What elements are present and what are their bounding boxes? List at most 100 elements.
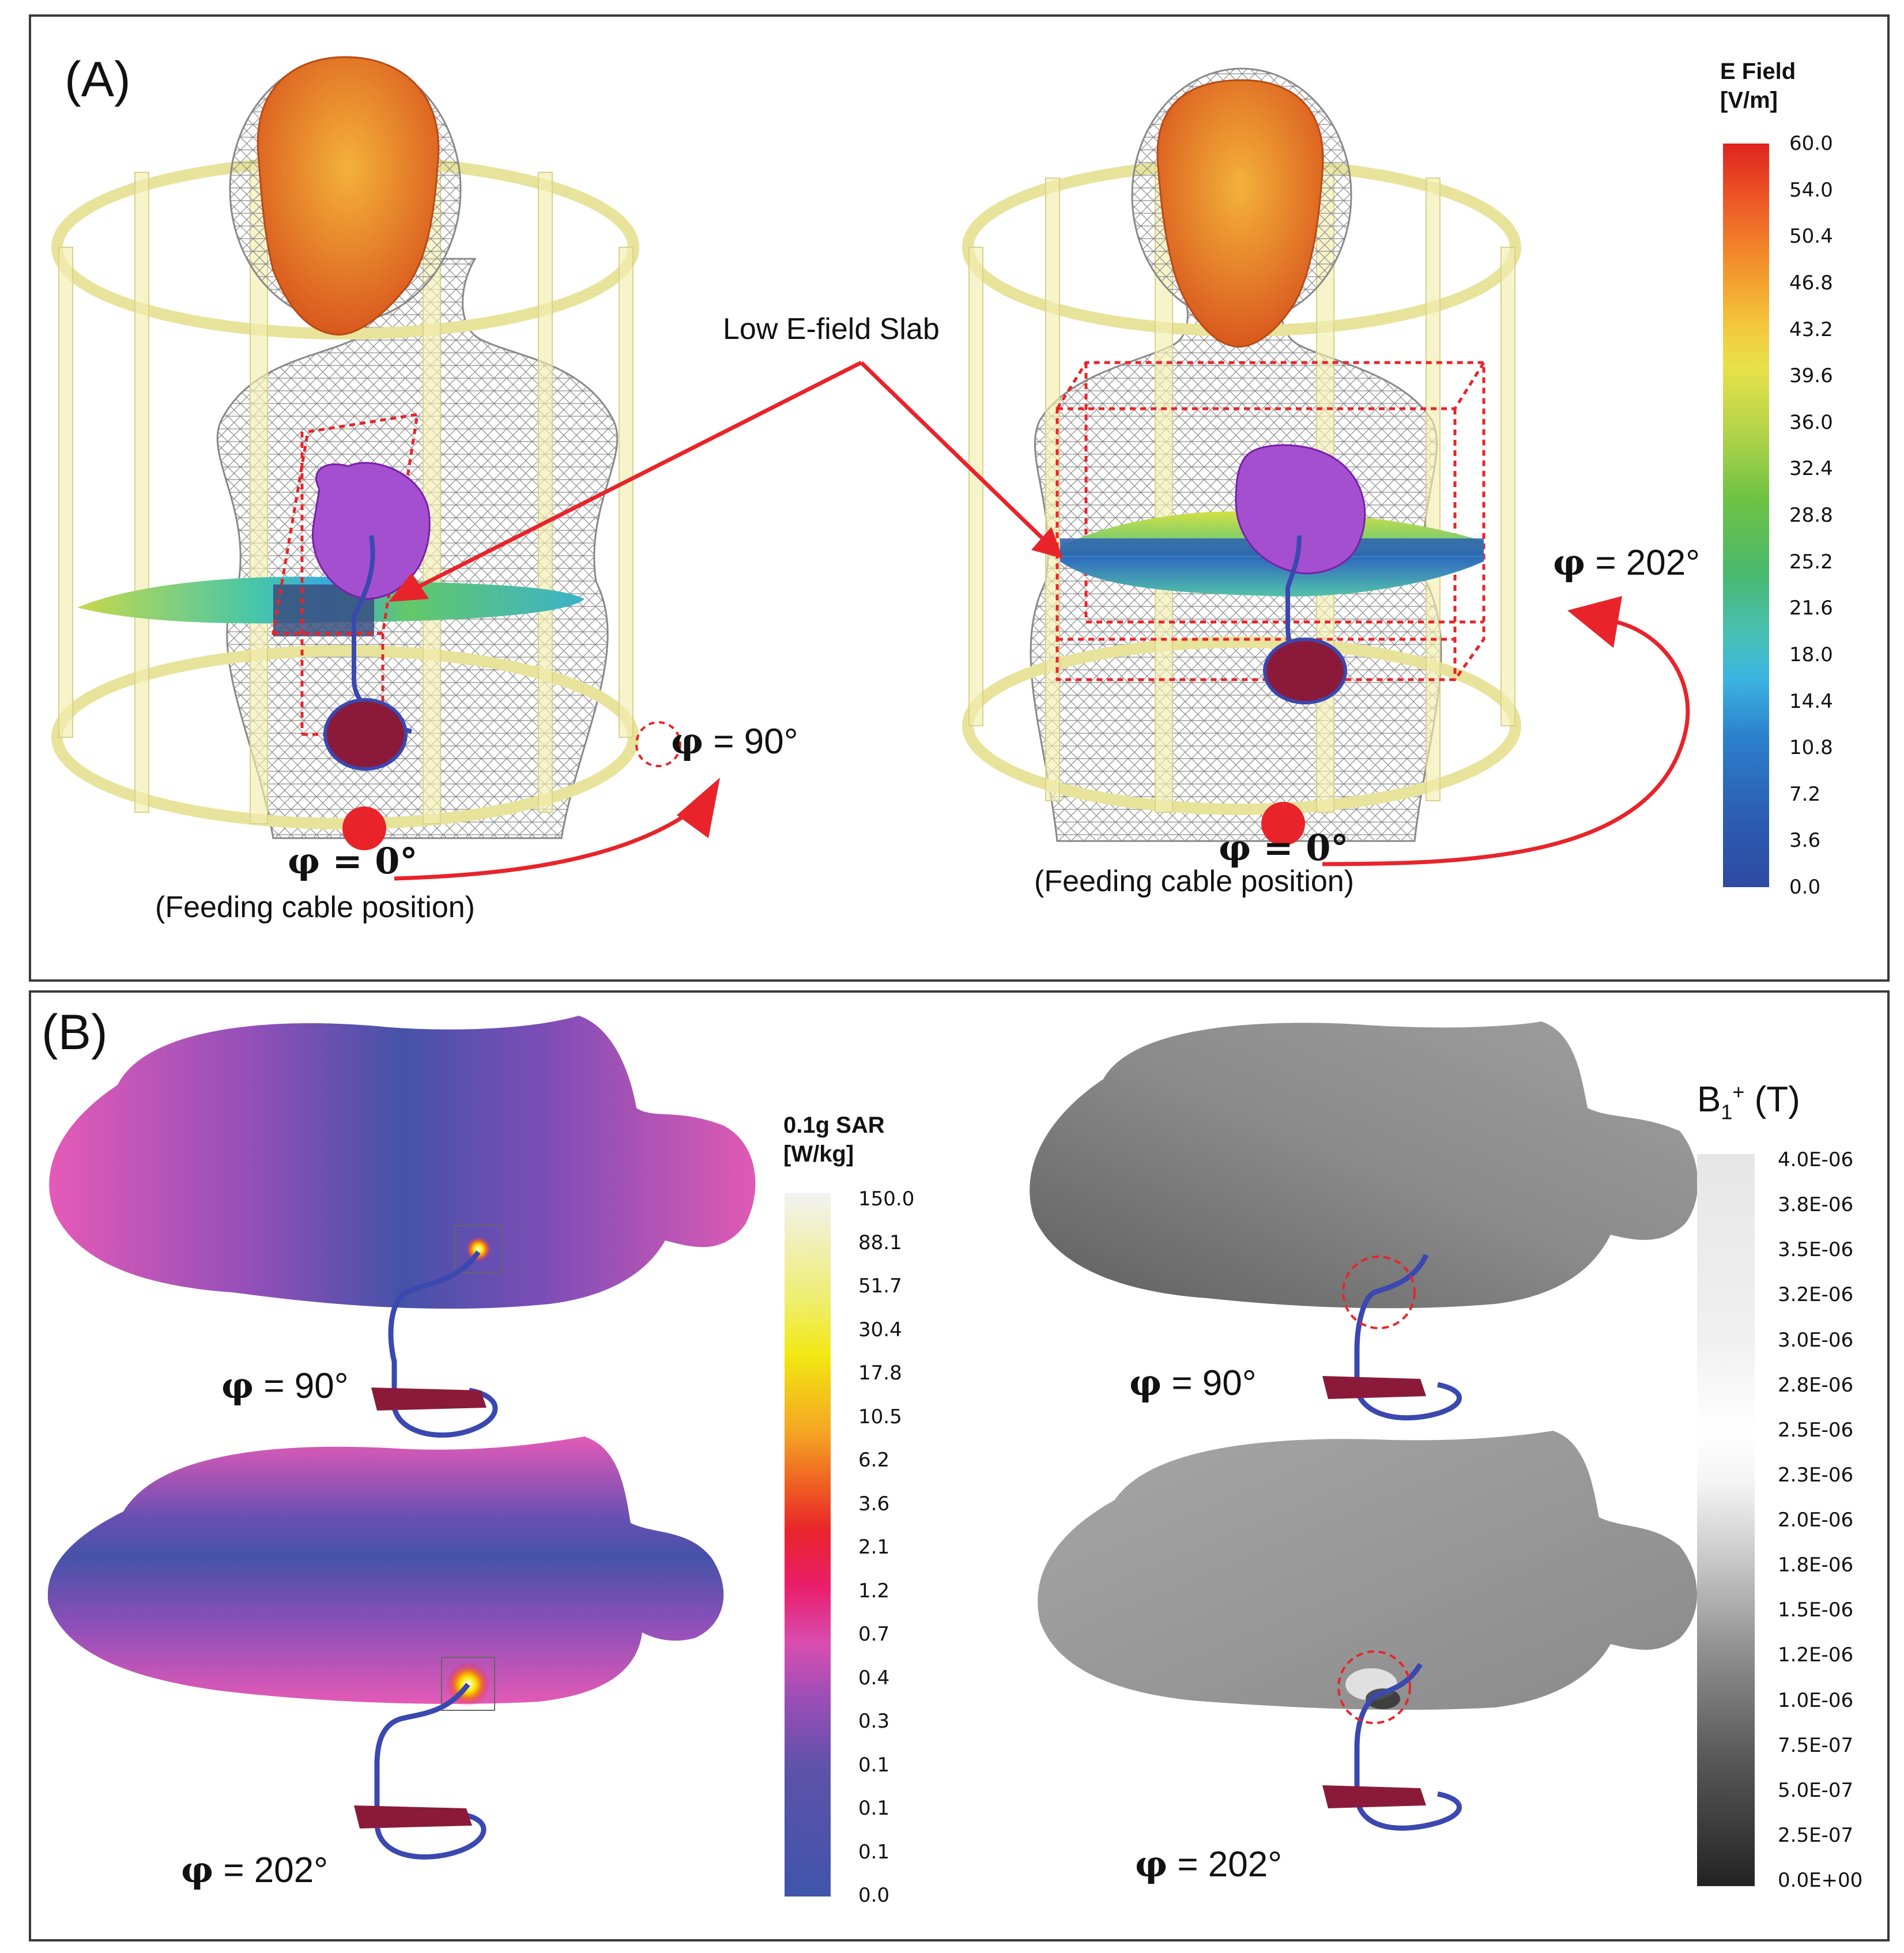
panel-b-label: (B) (42, 1005, 108, 1060)
left-phi-feed-label: φ = 0° (288, 840, 418, 882)
b1-phi-90-label: φ = 90° (1129, 1362, 1257, 1404)
colorbar-tick-label: 21.6 (1789, 597, 1833, 620)
colorbar-tick-label: 51.7 (858, 1275, 902, 1298)
left-skull (257, 56, 440, 335)
b1-target-circle-phi-202 (1337, 1650, 1411, 1724)
sar-phi-90-label: φ = 90° (221, 1364, 349, 1407)
colorbar-tick-label: 1.5E-06 (1778, 1598, 1854, 1622)
colorbar-tick-label: 10.8 (1789, 736, 1833, 760)
right-rotation-arrowhead (1567, 596, 1622, 648)
colorbar-tick-label: 2.0E-06 (1778, 1509, 1854, 1532)
colorbar-tick-label: 1.2 (858, 1579, 890, 1603)
right-feed-dot (1261, 802, 1305, 846)
right-rotation-arrow (1322, 620, 1690, 866)
callout-arrow-to-left-slab (399, 360, 862, 598)
colorbar-tick-label: 10.5 (858, 1405, 902, 1428)
efield-colorbar-title: E Field [V/m] (1720, 59, 1796, 113)
colorbar-tick-label: 3.6 (858, 1492, 890, 1515)
colorbar-tick-label: 3.0E-06 (1778, 1328, 1854, 1352)
left-pacemaker (323, 698, 408, 771)
b1-colorbar-title: B1+ (T) (1697, 1080, 1800, 1124)
right-skull (1156, 79, 1324, 348)
colorbar-tick-label: 3.6 (1789, 829, 1821, 853)
left-rotation-arrowhead (677, 778, 720, 838)
colorbar-tick-label: 7.2 (1789, 782, 1821, 806)
colorbar-tick-label: 32.4 (1789, 457, 1833, 481)
left-heart (312, 462, 431, 600)
low-efield-slab-label: Low E-field Slab (723, 312, 940, 346)
colorbar-tick-label: 2.5E-06 (1778, 1418, 1854, 1442)
callout-arrowhead-right (1031, 527, 1063, 559)
colorbar-tick-label: 54.0 (1789, 178, 1833, 202)
colorbar-tick-label: 3.2E-06 (1778, 1283, 1854, 1307)
colorbar-tick-label: 0.1 (858, 1797, 890, 1820)
left-feed-note: (Feeding cable position) (155, 891, 475, 924)
colorbar-tick-label: 4.0E-06 (1778, 1148, 1854, 1171)
colorbar-tick-label: 46.8 (1789, 271, 1833, 295)
colorbar-tick-label: 3.8E-06 (1778, 1193, 1854, 1217)
colorbar-tick-label: 28.8 (1789, 504, 1833, 527)
colorbar-tick-label: 2.3E-06 (1778, 1463, 1854, 1487)
right-phi-feed-label: φ = 0° (1219, 827, 1349, 869)
colorbar-tick-label: 6.2 (858, 1449, 890, 1472)
efield-colorbar (1723, 144, 1769, 887)
sar-colorbar-title: 0.1g SAR [W/kg] (783, 1113, 885, 1167)
colorbar-tick-label: 1.2E-06 (1778, 1643, 1854, 1667)
colorbar-tick-label: 0.3 (858, 1710, 890, 1733)
sar-pacemaker-phi-202 (354, 1805, 472, 1828)
sar-hotspot-phi-90 (466, 1236, 491, 1262)
left-coil-rungs (58, 160, 634, 824)
sar-slice-phi-90 (49, 1016, 756, 1309)
colorbar-tick-label: 150.0 (858, 1187, 915, 1211)
colorbar-tick-label: 39.6 (1789, 364, 1833, 388)
left-body-coil-model (51, 56, 1690, 881)
right-pacemaker (1263, 638, 1347, 704)
colorbar-tick-label: 30.4 (858, 1318, 902, 1341)
sar-hotspot-box-phi-202 (441, 1657, 495, 1711)
b1-target-circle-phi-90 (1342, 1256, 1416, 1329)
b1-pacemaker-phi-90 (1322, 1376, 1426, 1399)
sar-hotspot-box-phi-90 (454, 1225, 503, 1273)
colorbar-tick-label: 2.1 (858, 1536, 890, 1559)
colorbar-tick-label: 0.0E+00 (1778, 1869, 1863, 1892)
colorbar-tick-label: 3.5E-06 (1778, 1238, 1854, 1262)
colorbar-tick-label: 2.8E-06 (1778, 1373, 1854, 1397)
colorbar-tick-label: 0.0 (858, 1884, 890, 1907)
sar-phi-202-label: φ = 202° (181, 1849, 329, 1891)
colorbar-tick-label: 1.0E-06 (1778, 1688, 1854, 1712)
sar-slice-phi-202 (47, 1437, 724, 1704)
colorbar-tick-label: 0.0 (1789, 876, 1821, 899)
colorbar-tick-label: 60.0 (1789, 132, 1833, 155)
b1-phi-202-label: φ = 202° (1135, 1843, 1283, 1885)
colorbar-tick-label: 36.0 (1789, 410, 1833, 434)
sar-colorbar (785, 1193, 831, 1897)
colorbar-tick-label: 17.8 (858, 1362, 902, 1385)
sar-colorbar-ticks: 150.0 88.1 51.7 30.4 17.8 10.5 6.2 3.6 2.1 1.2 0.7… (858, 1187, 922, 1907)
panel-b-slices (47, 1016, 1698, 1860)
colorbar-tick-label: 2.5E-07 (1778, 1823, 1854, 1847)
colorbar-tick-label: 50.4 (1789, 225, 1833, 248)
b1-colorbar (1697, 1154, 1755, 1886)
colorbar-tick-label: 43.2 (1789, 318, 1833, 341)
right-phi-rotation-label: φ = 202° (1553, 541, 1701, 583)
panel-a: (A) (29, 14, 1890, 982)
left-feed-dot (342, 806, 386, 850)
colorbar-tick-label: 18.0 (1789, 643, 1833, 666)
right-heart (1235, 444, 1366, 575)
sar-pacemaker-phi-90 (371, 1388, 487, 1411)
colorbar-tick-label: 0.7 (858, 1623, 890, 1646)
colorbar-tick-label: 88.1 (858, 1231, 902, 1254)
callout-arrowhead-left (389, 573, 429, 602)
left-target-circle (635, 721, 681, 767)
right-coil-rungs (968, 166, 1515, 813)
callout-arrow-to-right-slab (859, 361, 1053, 549)
colorbar-tick-label: 0.1 (858, 1840, 890, 1864)
b1-pacemaker-phi-202 (1322, 1785, 1426, 1808)
colorbar-tick-label: 1.8E-06 (1778, 1554, 1854, 1577)
left-phi-rotation-label: φ = 90° (671, 720, 798, 762)
b1-colorbar-ticks: 4.0E-06 3.8E-06 3.5E-06 3.2E-06 3.0E-06 2.8E-… (1778, 1148, 1876, 1892)
b1-slice-phi-90 (1030, 1021, 1698, 1309)
right-feed-note: (Feeding cable position) (1034, 865, 1354, 898)
panel-b: (B) (29, 990, 1890, 1941)
left-rotation-arrow (394, 808, 696, 881)
